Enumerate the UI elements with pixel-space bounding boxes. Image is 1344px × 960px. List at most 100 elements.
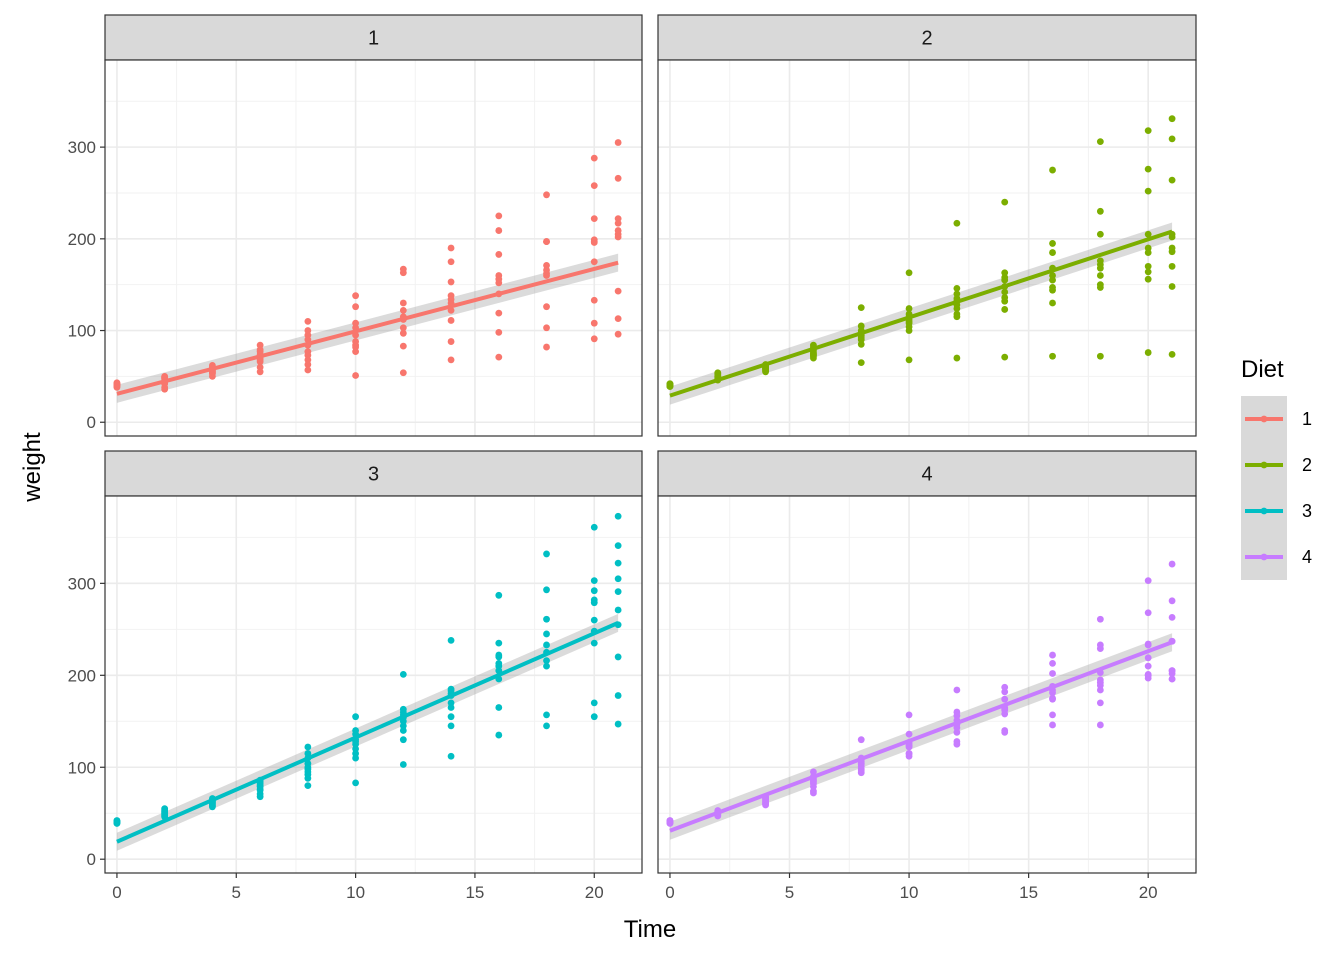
data-point	[1168, 613, 1176, 621]
data-point	[447, 258, 455, 266]
regression-line	[116, 621, 619, 844]
data-point	[447, 704, 455, 711]
data-point	[1144, 609, 1152, 617]
data-point	[614, 233, 622, 241]
data-point	[256, 341, 264, 349]
data-point	[447, 752, 455, 760]
data-point	[1168, 350, 1176, 358]
data-point	[1168, 115, 1176, 123]
legend-key-point	[1260, 415, 1268, 423]
data-point	[953, 712, 961, 720]
data-point	[1144, 577, 1152, 584]
data-point	[590, 599, 598, 607]
legend: Diet 1 2 3 4	[1241, 356, 1312, 580]
data-point	[953, 740, 961, 748]
data-point	[1144, 127, 1152, 135]
data-point	[447, 356, 455, 364]
y-tick-label: 100	[68, 758, 96, 777]
data-point	[447, 338, 455, 345]
data-point	[304, 366, 312, 374]
data-point	[614, 653, 622, 661]
data-point	[1001, 353, 1009, 361]
data-point	[810, 350, 817, 357]
data-point	[495, 659, 503, 667]
facet-strip-2	[657, 14, 1197, 61]
data-point	[1144, 249, 1152, 256]
y-tick-label: 100	[68, 322, 96, 341]
panel-border	[104, 59, 643, 437]
data-point	[590, 258, 598, 266]
data-point	[857, 736, 865, 744]
data-point	[543, 272, 550, 279]
data-point	[399, 342, 407, 350]
data-point	[399, 369, 407, 377]
data-point	[590, 239, 598, 246]
data-point	[614, 287, 622, 295]
data-point	[953, 284, 961, 292]
data-point	[304, 361, 312, 368]
x-tick-label: 0	[112, 883, 121, 902]
x-tick-label: 10	[900, 883, 919, 902]
data-point	[1168, 135, 1176, 143]
data-point	[495, 731, 503, 739]
panel-border	[657, 59, 1197, 437]
data-point	[495, 653, 503, 661]
data-point	[352, 292, 359, 300]
y-tick-label: 200	[68, 666, 96, 685]
data-point	[614, 692, 622, 699]
data-point	[399, 324, 407, 332]
panel-background	[658, 60, 1196, 436]
data-point	[905, 269, 913, 277]
x-tick-label: 10	[346, 883, 365, 902]
data-point	[1168, 233, 1176, 241]
data-point	[495, 279, 503, 287]
data-point	[1096, 352, 1104, 360]
data-point	[304, 317, 312, 325]
data-point	[352, 348, 359, 356]
data-point	[590, 713, 598, 721]
data-point	[304, 782, 312, 790]
data-point	[543, 662, 550, 670]
legend-label: 4	[1302, 547, 1312, 567]
data-point	[953, 313, 961, 321]
data-point	[590, 699, 598, 707]
panel-background	[658, 496, 1196, 873]
data-point	[590, 182, 598, 190]
data-point	[590, 523, 598, 531]
facet-strip-label: 3	[368, 464, 379, 486]
data-point	[614, 215, 622, 223]
legend-key-4: 4	[1241, 534, 1312, 580]
data-point	[1144, 640, 1152, 648]
legend-key-1: 1	[1241, 396, 1312, 442]
x-tick-label: 20	[585, 883, 604, 902]
data-point	[447, 244, 455, 252]
data-point	[543, 711, 550, 719]
data-point	[590, 639, 598, 647]
data-point	[1144, 262, 1152, 270]
data-point	[1168, 560, 1176, 568]
x-tick-label: 20	[1139, 883, 1158, 902]
data-point	[495, 328, 503, 336]
data-point	[614, 330, 622, 338]
data-point	[1144, 230, 1152, 238]
data-point	[614, 559, 622, 567]
data-point	[614, 542, 622, 550]
data-point	[714, 369, 722, 377]
facet-strip-3	[104, 450, 643, 497]
data-point	[399, 736, 407, 744]
data-point	[1096, 264, 1104, 272]
data-point	[1049, 276, 1056, 284]
data-point	[304, 750, 312, 757]
data-point	[590, 587, 598, 595]
data-point	[1001, 728, 1009, 736]
data-point	[495, 591, 503, 599]
data-point	[1001, 288, 1009, 296]
data-point	[1096, 676, 1104, 684]
data-point	[352, 750, 359, 757]
data-point	[953, 305, 961, 312]
data-point	[256, 793, 264, 801]
data-point	[953, 686, 961, 694]
data-point	[590, 577, 598, 584]
data-point	[352, 713, 359, 721]
